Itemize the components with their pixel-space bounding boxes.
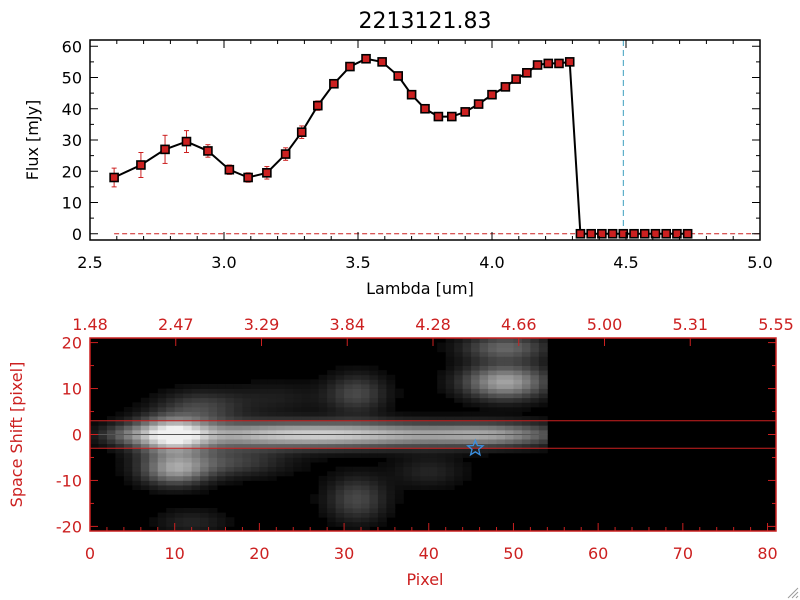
data-point (554, 58, 564, 69)
y-tick-label: 40 (62, 100, 82, 119)
y-tick-label: -20 (56, 517, 82, 536)
data-point (329, 78, 339, 89)
data-point (661, 228, 672, 239)
y-tick-label: 10 (62, 380, 82, 399)
x-tick-label: 2.5 (77, 253, 102, 272)
data-point (312, 100, 323, 111)
y-tick-label: 30 (62, 131, 82, 150)
data-point (420, 103, 430, 114)
chart-title: 2213121.83 (359, 9, 492, 34)
top-tick-label: 5.00 (587, 315, 623, 334)
top-tick-label: 4.66 (501, 315, 537, 334)
data-point (262, 168, 272, 178)
spectrum-image-panel: 0 10 20 30 40 50 60 70 80 1.48 2.47 3.29 3.84 4.28 4.6… (7, 315, 794, 589)
y-tick-label: -10 (56, 471, 82, 490)
x-tick-label: 40 (419, 544, 439, 563)
data-point (532, 60, 543, 70)
data-point (473, 99, 484, 109)
data-point (629, 228, 639, 239)
x-tick-label: 10 (165, 544, 185, 563)
x-tick-label: 60 (588, 544, 608, 563)
star-marker-icon (466, 438, 485, 457)
data-point (160, 144, 170, 155)
x-tick-label: 80 (757, 544, 777, 563)
x-tick-label: 3.5 (345, 253, 370, 272)
image-y-axis-label: Space Shift [pixel] (7, 362, 26, 508)
y-tick-label: 10 (62, 194, 82, 213)
flux-series-line (113, 57, 688, 235)
y-tick-label: 50 (62, 69, 82, 88)
data-point (136, 160, 146, 170)
data-point (181, 136, 192, 147)
y-tick-label: 60 (62, 37, 82, 56)
data-point (586, 228, 596, 239)
data-point (511, 74, 521, 84)
data-point (109, 172, 119, 183)
data-point (487, 89, 497, 100)
x-tick-label: 70 (673, 544, 693, 563)
x-tick-label: 5.0 (747, 253, 772, 272)
data-point (607, 228, 618, 239)
data-point (345, 61, 355, 72)
resize-grip-icon[interactable] (787, 587, 799, 599)
y-tick-label: 20 (62, 334, 82, 353)
image-x-axis-label: Pixel (406, 570, 443, 589)
data-point (597, 228, 607, 239)
top-tick-label: 4.28 (415, 315, 451, 334)
y-tick-label: 0 (72, 225, 82, 244)
x-tick-label: 30 (334, 544, 354, 563)
x-tick-label: 3.0 (211, 253, 236, 272)
data-point (543, 58, 554, 69)
data-point (224, 164, 235, 175)
top-tick-label: 5.55 (758, 315, 794, 334)
data-point (393, 71, 404, 81)
data-point (243, 172, 253, 183)
data-point (618, 228, 629, 239)
data-point (639, 228, 650, 239)
top-tick-label: 3.29 (244, 315, 280, 334)
data-point (682, 228, 693, 239)
data-point (377, 57, 387, 67)
data-point (361, 53, 371, 64)
data-point (296, 127, 307, 137)
data-point (460, 107, 471, 117)
data-point (564, 57, 575, 67)
x-tick-label: 20 (249, 544, 269, 563)
x-tick-label: 0 (85, 544, 95, 563)
data-point (446, 111, 457, 122)
x-tick-label: 4.0 (479, 253, 504, 272)
spectrum-panel: 2.5 3.0 3.5 4.0 4.5 5.0 0 10 20 30 40 50 60 Lambda [… (23, 37, 773, 298)
spectrum-x-axis-label: Lambda [um] (366, 279, 474, 298)
spectrum-y-axis-label: Flux [mJy] (23, 100, 42, 181)
top-tick-label: 1.48 (72, 315, 108, 334)
y-tick-label: 20 (62, 162, 82, 181)
y-tick-label: 0 (72, 426, 82, 445)
data-point (522, 68, 532, 78)
data-point (280, 149, 291, 159)
data-point (203, 146, 213, 156)
data-point (650, 228, 661, 239)
top-tick-label: 3.84 (329, 315, 365, 334)
data-point (500, 82, 511, 92)
x-tick-label: 50 (503, 544, 523, 563)
data-point (433, 111, 444, 122)
top-tick-label: 5.31 (672, 315, 708, 334)
spectrum-image (90, 338, 548, 532)
data-point (406, 89, 417, 100)
data-point (672, 228, 682, 239)
top-tick-label: 2.47 (158, 315, 194, 334)
x-tick-label: 4.5 (613, 253, 638, 272)
data-point (575, 228, 586, 239)
